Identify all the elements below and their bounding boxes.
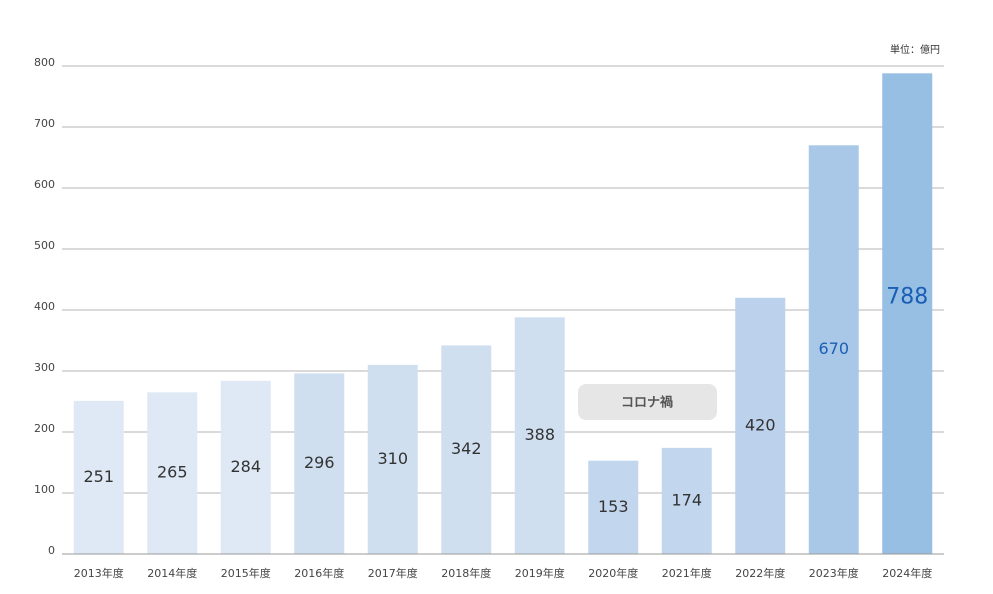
bar xyxy=(514,317,565,554)
y-tick-label: 500 xyxy=(34,239,55,252)
value-label: 310 xyxy=(377,449,408,468)
value-label: 388 xyxy=(524,425,555,444)
x-tick-label: 2015年度 xyxy=(221,566,271,580)
value-label: 420 xyxy=(745,415,776,434)
bar xyxy=(588,460,639,554)
bar xyxy=(882,73,933,554)
x-tick-label: 2022年度 xyxy=(735,566,785,580)
bar xyxy=(220,380,271,554)
bar xyxy=(73,400,124,554)
value-label: 788 xyxy=(886,285,928,310)
x-tick-label: 2023年度 xyxy=(809,566,859,580)
y-tick-label: 600 xyxy=(34,178,55,191)
x-tick-label: 2014年度 xyxy=(147,566,197,580)
y-tick-label: 700 xyxy=(34,117,55,130)
y-tick-label: 800 xyxy=(34,56,55,69)
x-tick-label: 2016年度 xyxy=(294,566,344,580)
value-label: 296 xyxy=(304,453,335,472)
y-tick-label: 0 xyxy=(48,544,55,557)
bar xyxy=(735,297,786,554)
value-label: 153 xyxy=(598,497,629,516)
value-label: 342 xyxy=(451,439,482,458)
bar xyxy=(808,145,859,555)
y-tick-label: 400 xyxy=(34,300,55,313)
x-tick-label: 2018年度 xyxy=(441,566,491,580)
bar xyxy=(367,364,418,554)
x-tick-label: 2017年度 xyxy=(368,566,418,580)
value-label: 251 xyxy=(83,467,114,486)
bar xyxy=(661,447,712,554)
y-tick-label: 100 xyxy=(34,483,55,496)
bar xyxy=(294,373,345,554)
annotation: コロナ禍 xyxy=(621,395,673,411)
value-label: 265 xyxy=(157,463,188,482)
y-tick-label: 300 xyxy=(34,361,55,374)
value-label: 284 xyxy=(230,457,261,476)
x-tick-label: 2019年度 xyxy=(515,566,565,580)
annotation-box xyxy=(578,384,717,420)
x-tick-label: 2013年度 xyxy=(74,566,124,580)
bar xyxy=(147,392,198,554)
x-tick-label: 2021年度 xyxy=(662,566,712,580)
x-tick-label: 2024年度 xyxy=(882,566,932,580)
bar xyxy=(441,345,492,554)
value-label: 670 xyxy=(818,339,849,358)
y-tick-label: 200 xyxy=(34,422,55,435)
unit-label: 単位：億円 xyxy=(890,43,940,56)
x-tick-label: 2020年度 xyxy=(588,566,638,580)
value-label: 174 xyxy=(671,490,702,509)
